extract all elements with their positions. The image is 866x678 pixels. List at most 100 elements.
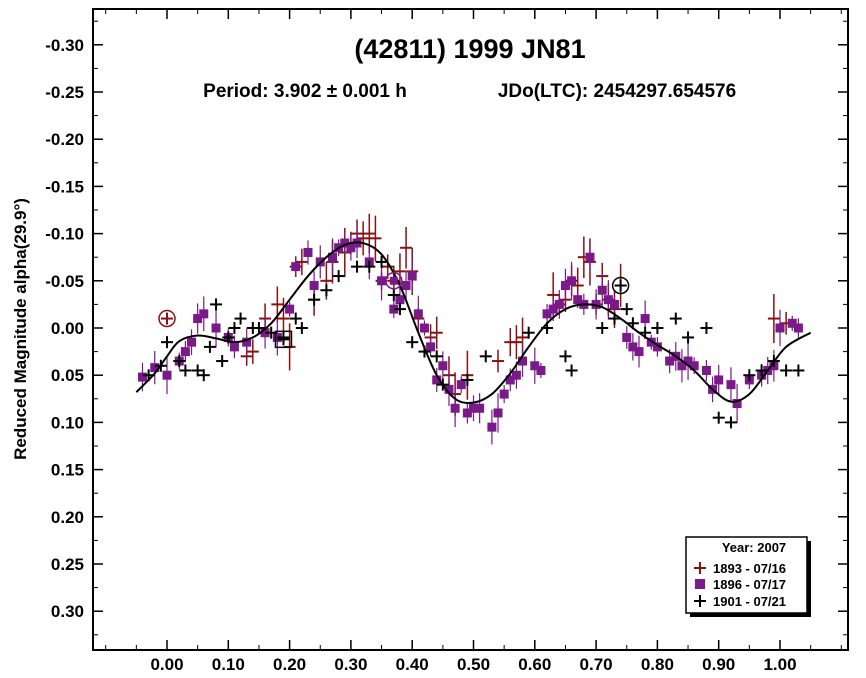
point-1896 [180,347,190,357]
point-1896 [432,375,442,385]
point-1896 [640,314,650,324]
y-tick-label: 0.00 [51,319,84,338]
x-tick-label: 0.70 [580,655,613,674]
special-circled-marker [385,272,403,290]
point-1896 [444,384,454,394]
point-1896 [573,295,583,305]
legend-title: Year: 2007 [722,540,786,555]
point-1896 [585,252,595,262]
point-1896 [732,399,742,409]
point-1896 [493,408,503,418]
y-tick-label: -0.20 [45,130,84,149]
point-1896 [787,318,797,328]
point-1896 [419,323,429,333]
x-tick-label: 0.80 [641,655,674,674]
y-tick-label: -0.05 [45,272,84,291]
point-1896 [401,281,411,291]
point-1896 [199,309,209,319]
point-1896 [603,295,613,305]
point-1896 [242,337,252,347]
epoch-label: JDo(LTC): 2454297.654576 [498,81,736,102]
point-1896 [137,372,147,382]
point-1896 [714,375,724,385]
y-tick-label: -0.25 [45,83,84,102]
point-1896 [456,380,466,390]
point-1896 [726,380,736,390]
chart-title: (42811) 1999 JN81 [354,34,585,64]
point-1896 [187,337,197,347]
special-circled-marker [158,309,176,328]
y-tick-label: 0.30 [51,602,84,621]
special-marker-square [389,276,398,285]
point-1896 [407,271,417,281]
point-1896 [530,361,540,371]
point-1896 [389,304,399,314]
axes: -0.30 -0.25 -0.20 -0.15 -0.10 -0.05 0.00 0.05 0.… [45,9,848,674]
legend-label-1901: 1901 - 07/21 [713,594,786,609]
point-1896 [628,342,638,352]
point-1896 [597,285,607,295]
special-circled-marker [611,276,630,295]
x-tick-label: 0.20 [273,655,306,674]
y-tick-label: 0.05 [51,366,84,385]
point-1896 [683,356,693,366]
x-tick-label: 0.00 [150,655,183,674]
point-1896 [775,323,785,333]
point-1896 [272,332,282,342]
point-1896 [536,365,546,375]
point-1896 [229,342,239,352]
y-tick-label: 0.15 [51,461,84,480]
y-tick-label: -0.10 [45,225,84,244]
point-1896 [487,422,497,432]
fourier-fit-curve [135,241,812,404]
x-tick-label: 1.00 [763,655,796,674]
point-1896 [328,252,338,262]
plot-frame [92,8,849,651]
point-1896 [303,247,313,257]
point-1896 [211,323,221,333]
legend-label-1893: 1893 - 07/16 [713,561,786,576]
point-1896 [450,403,460,413]
point-1896 [554,299,564,309]
point-1896 [793,323,803,333]
point-1896 [665,356,675,366]
point-1896 [609,299,619,309]
point-1896 [469,403,478,413]
special-markers [158,272,630,349]
point-1896 [622,332,632,342]
point-1896 [567,276,577,286]
point-1896 [560,281,570,291]
point-1896 [377,276,387,286]
point-1896 [462,408,472,418]
x-tick-label: 0.40 [396,655,429,674]
point-1896 [395,295,405,305]
x-tick-label: 0.90 [702,655,735,674]
point-1896 [548,304,558,314]
point-1896 [701,365,711,375]
data-series [137,213,805,445]
series-1901 [142,255,805,429]
point-1896 [340,238,350,248]
y-tick-label: 0.25 [51,555,84,574]
legend: Year: 2007 1893 - 07/16 1896 - 07/17 190… [685,536,811,617]
legend-marker-1896 [695,579,705,589]
legend-label-1896: 1896 - 07/17 [713,577,786,592]
y-axis-label: Reduced Magnitude alpha(29.9°) [11,198,30,460]
point-1896 [438,361,448,371]
y-tick-label: 0.10 [51,413,84,432]
point-1896 [150,363,160,373]
x-tick-label: 0.50 [457,655,490,674]
point-1896 [413,309,423,319]
point-1896 [285,304,295,314]
point-1896 [193,314,203,324]
y-tick-label: 0.20 [51,508,84,527]
point-1896 [346,243,356,253]
x-tick-label: 0.10 [212,655,245,674]
point-1896 [291,262,301,272]
point-1896 [260,328,270,338]
point-1896 [426,342,436,352]
point-1896 [309,281,319,291]
point-1896 [634,347,644,357]
x-tick-label: 0.30 [334,655,367,674]
